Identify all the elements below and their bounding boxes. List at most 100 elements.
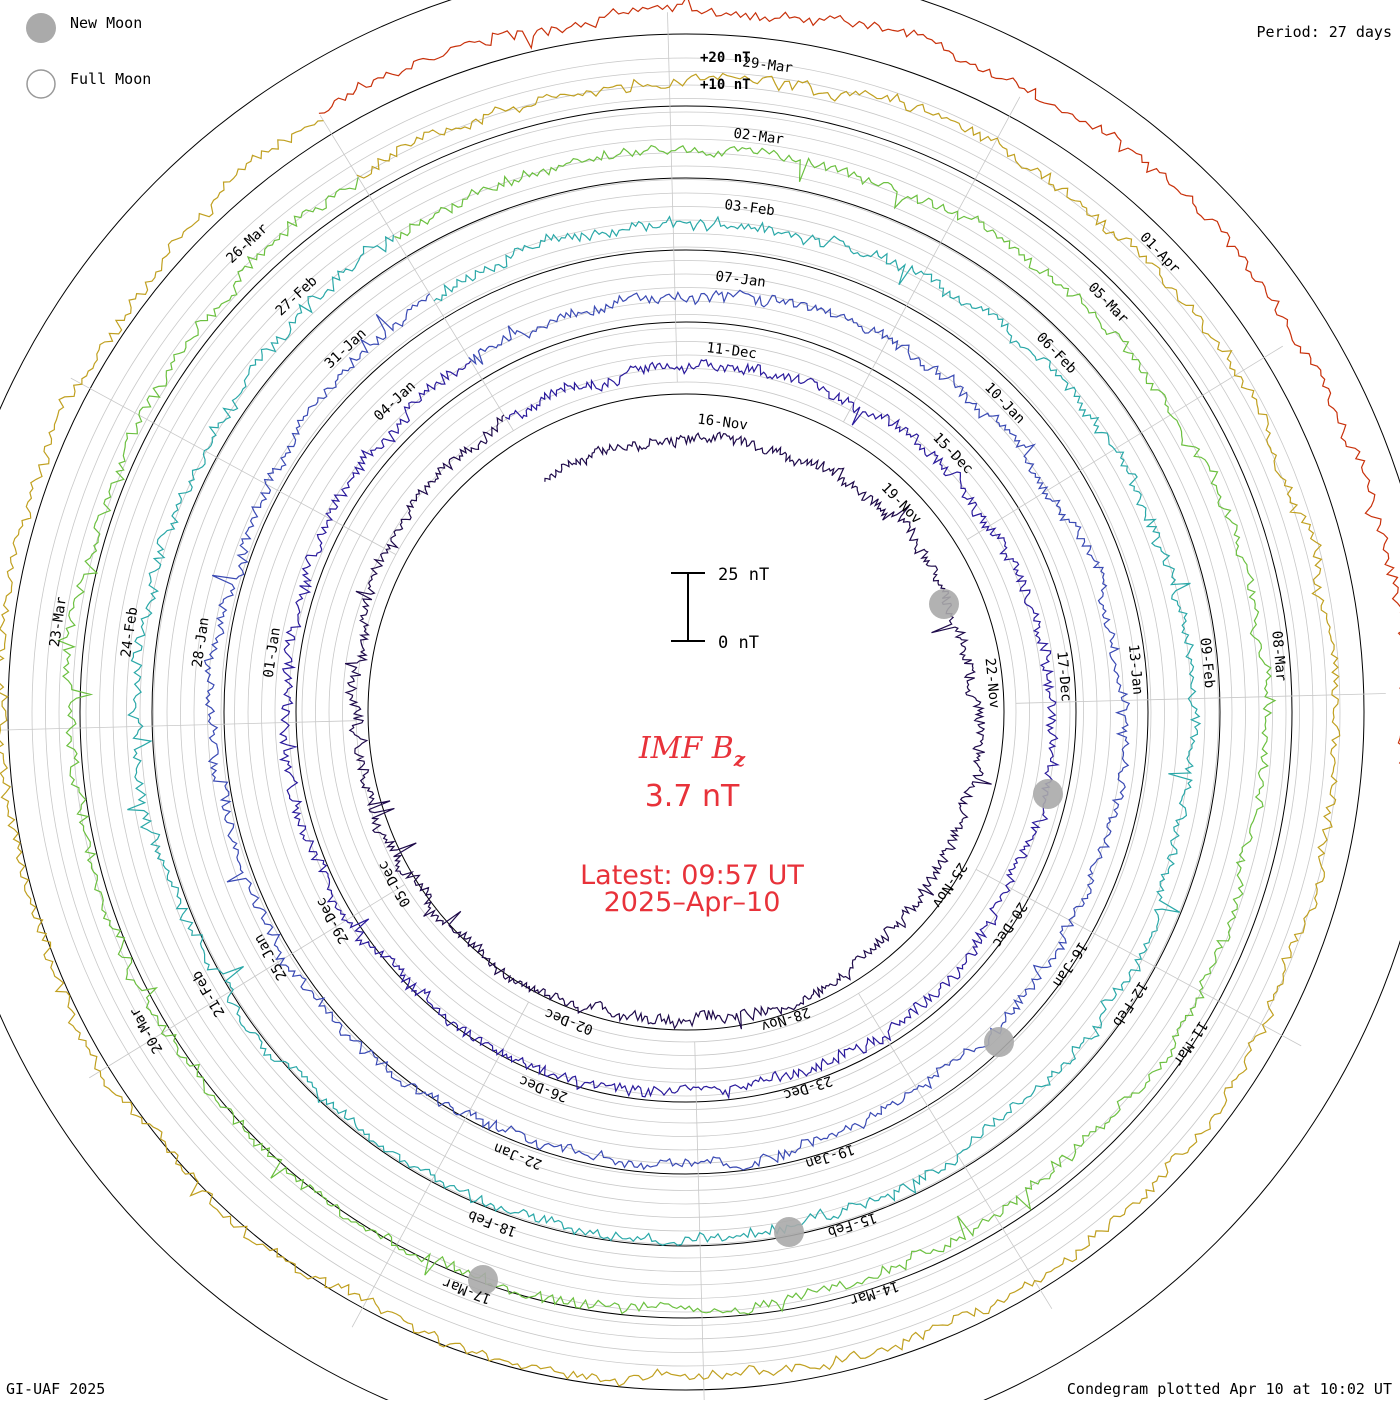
date-label: 13-Jan (1125, 644, 1146, 696)
grid-ring (315, 341, 1057, 1083)
grid-ring (31, 57, 1341, 1367)
date-label: 03-Feb (724, 197, 776, 219)
grid-ring (153, 179, 1219, 1245)
zero-baseline (223, 249, 1149, 1175)
scale-bar: 25 nT 0 nT (671, 565, 769, 653)
spoke (70, 377, 397, 555)
date-label: 28-Nov (759, 1004, 812, 1035)
date-label: 08-Mar (1268, 630, 1289, 682)
zero-baseline (295, 321, 1077, 1103)
trace-cycle (278, 359, 1060, 1100)
zero-baseline (7, 33, 1365, 1391)
spoke (88, 884, 405, 1079)
current-value: 3.7 nT (645, 779, 740, 814)
date-label: 01-Jan (261, 626, 284, 678)
grid-ring (166, 192, 1206, 1232)
date-label: 26-Dec (517, 1072, 570, 1105)
latest-time: Latest: 09:57 UT (580, 860, 804, 891)
grid-ring (85, 111, 1287, 1313)
date-label: 19-Jan (803, 1141, 856, 1172)
spoke (858, 993, 1053, 1310)
scale-bar-bottom-label: 0 nT (718, 633, 759, 653)
date-label: 21-Feb (189, 968, 228, 1020)
date-label: 24-Feb (118, 606, 141, 658)
zero-baseline (367, 393, 1005, 1031)
spoke (319, 114, 514, 431)
grid-ring (112, 138, 1260, 1286)
date-label: 05-Dec (375, 858, 414, 910)
date-label: 15-Dec (929, 430, 976, 477)
date-label: 02-Dec (543, 1005, 596, 1038)
date-label: 22-Nov (982, 657, 1003, 709)
spoke (967, 345, 1284, 540)
date-label: 18-Feb (466, 1207, 519, 1240)
grid-ring (193, 219, 1179, 1205)
new-moon-marker (468, 1265, 498, 1295)
plotted-text: Condegram plotted Apr 10 at 10:02 UT (1067, 1380, 1392, 1398)
parameter-title-main: IMF B (638, 731, 734, 766)
date-label: 26-Mar (223, 221, 271, 267)
date-label: 05-Mar (1085, 279, 1132, 326)
grid-ring (58, 84, 1314, 1340)
trace-cycle (127, 215, 1202, 1246)
new-moon-marker (984, 1027, 1014, 1057)
new-moon-label: New Moon (70, 14, 142, 32)
date-label: 23-Mar (47, 596, 70, 648)
grid-ring (139, 165, 1233, 1259)
ring-label-10: +10 nT (700, 77, 751, 93)
date-label: 02-Mar (733, 126, 785, 148)
trace-cycle (56, 144, 1277, 1315)
new-moon-icon (26, 13, 56, 43)
grid-ring (247, 273, 1125, 1151)
grid-ring (99, 125, 1273, 1299)
grid-ring (301, 327, 1071, 1097)
credit-text: GI-UAF 2025 (6, 1380, 105, 1398)
parameter-title-sub: z (733, 747, 746, 771)
spoke (843, 96, 1021, 423)
new-moon-marker (774, 1217, 804, 1247)
grid-ring (180, 206, 1192, 1218)
new-moon-marker (929, 589, 959, 619)
zero-baseline (79, 105, 1293, 1319)
date-label: 28-Jan (190, 616, 213, 668)
full-moon-icon (26, 69, 56, 99)
zero-baseline (151, 177, 1221, 1247)
spoke (694, 1041, 705, 1404)
spoke (0, 720, 357, 731)
grid-ring (207, 233, 1165, 1191)
date-label: 15-Feb (826, 1209, 879, 1240)
ring-label-20: +20 nT (700, 50, 751, 66)
spoke (975, 869, 1302, 1047)
grid-ring (220, 246, 1152, 1178)
trace-cycle (0, 72, 1341, 1387)
period-text: Period: 27 days (1257, 23, 1392, 41)
spoke (1015, 693, 1386, 704)
date-label: 10-Jan (981, 380, 1028, 427)
grid-ring (72, 98, 1300, 1326)
date-label: 20-Mar (127, 1004, 166, 1056)
spoke (667, 12, 678, 383)
trace-cycle (344, 414, 992, 1030)
date-label: 07-Jan (715, 269, 767, 291)
date-label: 31-Jan (322, 326, 370, 372)
date-label: 16-Nov (696, 411, 748, 433)
spoke (351, 1001, 529, 1328)
grid-ring (288, 314, 1084, 1110)
grid-ring (45, 71, 1327, 1353)
scale-bar-top-label: 25 nT (718, 565, 769, 585)
grid-ring (342, 368, 1030, 1056)
spoke-lines (0, 12, 1386, 1404)
trace-cycle (318, 0, 1400, 764)
full-moon-label: Full Moon (70, 70, 151, 88)
grid-ring (261, 287, 1111, 1137)
date-label: 17-Dec (1053, 650, 1074, 702)
date-label: 29-Mar (742, 54, 794, 76)
latest-date: 2025–Apr–10 (604, 887, 781, 918)
new-moon-marker (1033, 779, 1063, 809)
date-label: 16-Jan (1049, 939, 1090, 990)
grid-ring (328, 354, 1044, 1070)
